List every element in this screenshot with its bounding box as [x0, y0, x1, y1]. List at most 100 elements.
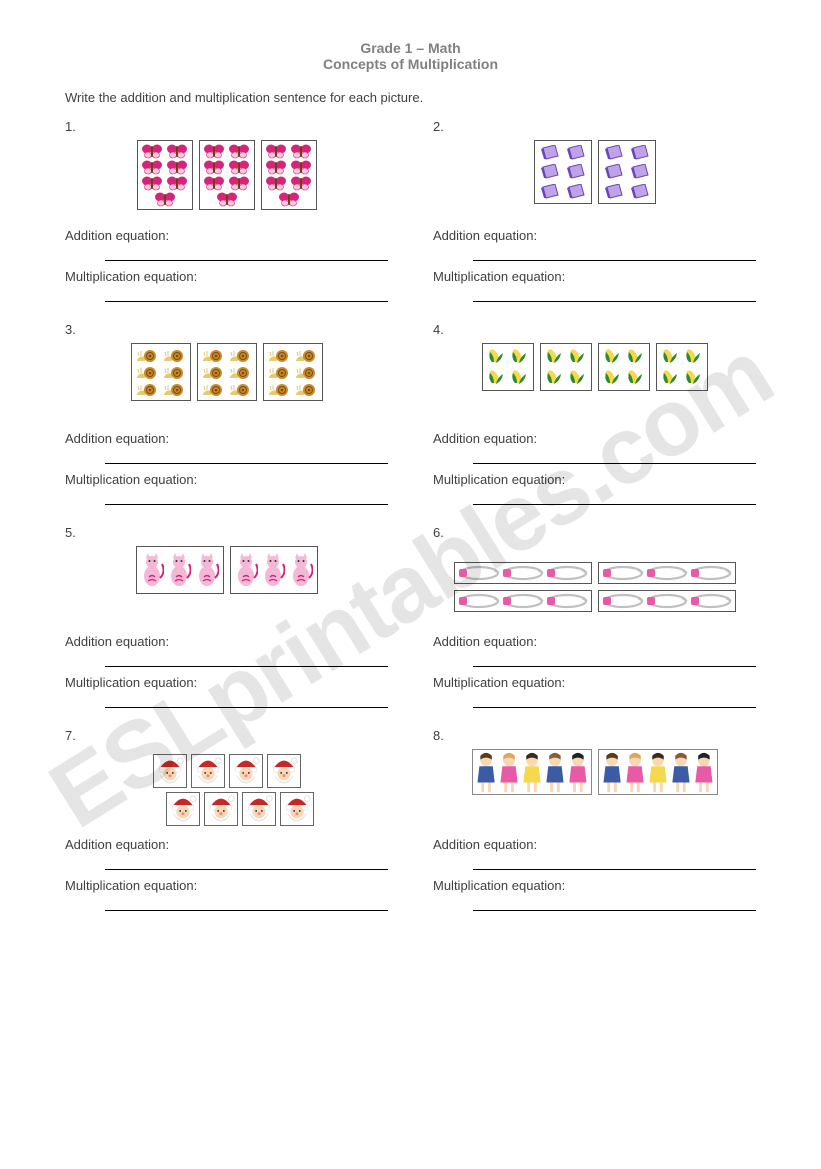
book-icon	[567, 184, 585, 199]
image-group-box	[598, 140, 656, 204]
addition-answer-line[interactable]	[105, 448, 388, 464]
problem-number: 8.	[433, 728, 756, 743]
multiplication-answer-line[interactable]	[105, 286, 388, 302]
santa-icon	[153, 754, 187, 788]
corn-icon	[509, 369, 529, 387]
corn-icon	[660, 369, 680, 387]
picture-area	[65, 749, 388, 831]
pin-icon	[502, 593, 544, 609]
cat-icon	[289, 552, 313, 588]
multiplication-answer-line[interactable]	[473, 489, 756, 505]
picture-area	[65, 343, 388, 425]
corn-icon	[625, 369, 645, 387]
image-group-box	[540, 343, 592, 391]
image-group-box	[131, 343, 191, 401]
multiplication-label: Multiplication equation:	[433, 269, 756, 284]
snail-icon	[202, 381, 224, 397]
image-group-box	[454, 562, 592, 584]
pin-icon	[546, 593, 588, 609]
book-icon	[631, 145, 649, 160]
addition-answer-line[interactable]	[105, 854, 388, 870]
butterfly-icon	[204, 176, 224, 191]
header-line-1: Grade 1 – Math	[65, 40, 756, 56]
snail-icon	[229, 381, 251, 397]
butterfly-icon	[229, 176, 249, 191]
pin-icon	[690, 593, 732, 609]
corn-icon	[683, 369, 703, 387]
addition-answer-line[interactable]	[473, 854, 756, 870]
santa-icon	[204, 792, 238, 826]
addition-label: Addition equation:	[433, 837, 756, 852]
butterfly-icon	[266, 160, 286, 175]
butterfly-icon	[266, 176, 286, 191]
corn-icon	[544, 369, 564, 387]
santa-icon	[229, 754, 263, 788]
pin-icon	[502, 565, 544, 581]
problem-number: 6.	[433, 525, 756, 540]
corn-icon	[509, 348, 529, 366]
corn-icon	[567, 369, 587, 387]
addition-answer-line[interactable]	[473, 245, 756, 261]
butterfly-icon	[167, 176, 187, 191]
multiplication-answer-line[interactable]	[473, 895, 756, 911]
multiplication-answer-line[interactable]	[105, 489, 388, 505]
pin-icon	[690, 565, 732, 581]
corn-icon	[544, 348, 564, 366]
problem-7: 7.Addition equation:Multiplication equat…	[65, 728, 388, 919]
butterfly-icon	[142, 160, 162, 175]
snail-icon	[163, 364, 185, 380]
image-group-box	[598, 562, 736, 584]
addition-label: Addition equation:	[65, 634, 388, 649]
image-group-box	[454, 590, 592, 612]
problem-8: 8. Addition equation: Multiplication equat…	[433, 728, 756, 919]
multiplication-answer-line[interactable]	[105, 895, 388, 911]
problems-grid: 1.Addition equation:Multiplication equat…	[65, 119, 756, 931]
image-group-box	[534, 140, 592, 204]
snail-icon	[295, 381, 317, 397]
butterfly-icon	[155, 192, 175, 207]
addition-label: Addition equation:	[433, 634, 756, 649]
pin-icon	[602, 565, 644, 581]
butterfly-icon	[142, 144, 162, 159]
pin-icon	[458, 593, 500, 609]
picture-area	[65, 140, 388, 222]
image-group-box	[598, 343, 650, 391]
multiplication-answer-line[interactable]	[473, 286, 756, 302]
image-group-box	[137, 140, 193, 210]
addition-answer-line[interactable]	[105, 245, 388, 261]
image-group-box	[261, 140, 317, 210]
butterfly-icon	[266, 144, 286, 159]
multiplication-label: Multiplication equation:	[433, 878, 756, 893]
corn-icon	[625, 348, 645, 366]
multiplication-label: Multiplication equation:	[433, 472, 756, 487]
addition-label: Addition equation:	[65, 431, 388, 446]
cat-icon	[195, 552, 219, 588]
pin-icon	[646, 593, 688, 609]
corn-icon	[486, 348, 506, 366]
multiplication-answer-line[interactable]	[473, 692, 756, 708]
addition-label: Addition equation:	[65, 837, 388, 852]
multiplication-label: Multiplication equation:	[433, 675, 756, 690]
snail-icon	[163, 347, 185, 363]
problem-3: 3.Addition equation:Multiplication equat…	[65, 322, 388, 513]
problem-number: 7.	[65, 728, 388, 743]
book-icon	[541, 184, 559, 199]
cat-icon	[140, 552, 164, 588]
snail-icon	[295, 364, 317, 380]
picture-area	[433, 546, 756, 628]
multiplication-answer-line[interactable]	[105, 692, 388, 708]
picture-area	[433, 140, 756, 222]
cat-icon	[167, 552, 191, 588]
butterfly-icon	[291, 160, 311, 175]
addition-answer-line[interactable]	[473, 448, 756, 464]
snail-icon	[268, 347, 290, 363]
santa-icon	[166, 792, 200, 826]
pin-icon	[646, 565, 688, 581]
image-group-box	[598, 590, 736, 612]
addition-answer-line[interactable]	[105, 651, 388, 667]
problem-4: 4.Addition equation:Multiplication equat…	[433, 322, 756, 513]
addition-answer-line[interactable]	[473, 651, 756, 667]
pin-icon	[602, 593, 644, 609]
worksheet-header: Grade 1 – Math Concepts of Multiplicatio…	[65, 40, 756, 72]
santa-icon	[267, 754, 301, 788]
